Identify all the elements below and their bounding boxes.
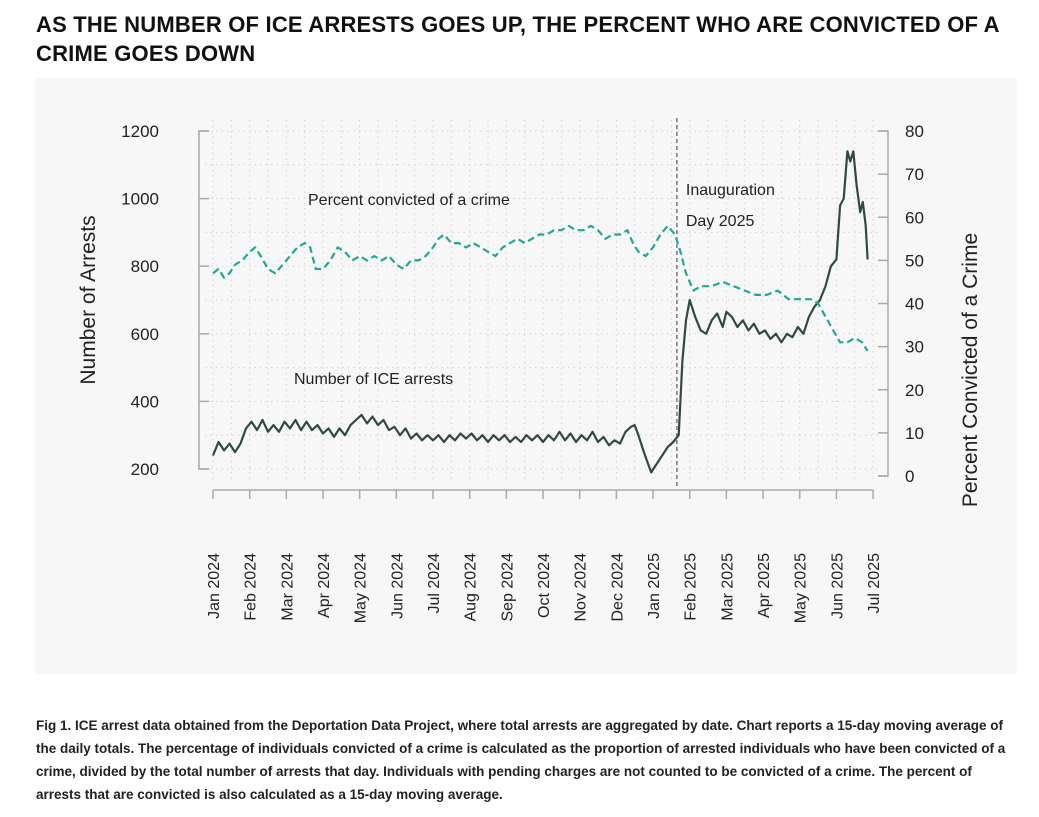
dual-axis-line-chart: 200 400 600 800 1000 1200 0 10 20 30 40 50 60 70 80 Jan… xyxy=(77,118,982,623)
x-axis-tick-label: Apr 2025 xyxy=(756,553,773,618)
percent-convicted-series-label: Percent convicted of a crime xyxy=(308,192,510,209)
left-axis-line xyxy=(198,130,209,470)
inauguration-annotation-line: Inauguration xyxy=(686,182,775,199)
arrests-series-label: Number of ICE arrests xyxy=(294,371,453,388)
x-axis-tick-label: Feb 2025 xyxy=(683,553,700,621)
right-axis-tick-label: 50 xyxy=(905,251,924,270)
right-axis-tick-label: 70 xyxy=(905,165,924,184)
grid xyxy=(205,120,882,482)
x-axis-tick-label: Jan 2025 xyxy=(646,553,663,619)
left-axis-title: Number of Arrests xyxy=(77,215,100,384)
axes: 200 400 600 800 1000 1200 0 10 20 30 40 50 60 70 80 Jan… xyxy=(77,122,982,623)
x-axis-tick-label: Jul 2025 xyxy=(866,553,883,614)
chart-title: AS THE NUMBER OF ICE ARRESTS GOES UP, TH… xyxy=(36,12,999,66)
x-axis-tick-label: Jun 2025 xyxy=(829,553,846,619)
left-axis-tick-label: 1000 xyxy=(121,190,159,209)
x-axis-tick-label: Nov 2024 xyxy=(573,553,590,622)
labels: Inauguration Day 2025 Percent convicted of… xyxy=(294,182,775,388)
x-axis-tick-label: Jan 2024 xyxy=(206,553,223,619)
inauguration-annotation-line: Day 2025 xyxy=(686,213,755,230)
right-axis-tick-label: 80 xyxy=(905,122,924,141)
chart-panel: 200 400 600 800 1000 1200 0 10 20 30 40 50 60 70 80 Jan… xyxy=(35,78,1017,674)
right-axis-tick-label: 20 xyxy=(905,381,924,400)
right-axis-tick-label: 10 xyxy=(905,424,924,443)
right-axis-tick-label: 30 xyxy=(905,338,924,357)
x-axis-tick-label: May 2024 xyxy=(353,553,370,623)
percent-convicted-series-line xyxy=(212,224,869,352)
x-axis-tick-label: Jul 2024 xyxy=(426,553,443,614)
left-axis-tick-label: 400 xyxy=(131,392,159,411)
x-axis-tick-label: Dec 2024 xyxy=(609,553,626,622)
x-axis-tick-label: Sep 2024 xyxy=(499,553,516,622)
x-axis-tick-label: Apr 2024 xyxy=(316,553,333,618)
figure-caption: Fig 1. ICE arrest data obtained from the… xyxy=(36,718,1006,802)
x-axis-tick-label: May 2025 xyxy=(793,553,810,623)
right-axis-tick-label: 0 xyxy=(905,467,914,486)
right-axis-tick-label: 40 xyxy=(905,295,924,314)
left-axis-tick-label: 200 xyxy=(131,460,159,479)
x-axis-tick-label: Jun 2024 xyxy=(389,553,406,619)
right-axis-tick-label: 60 xyxy=(905,208,924,227)
x-axis-tick-label: Aug 2024 xyxy=(463,553,480,622)
series-lines xyxy=(211,118,869,489)
right-axis-title: Percent Convicted of a Crime xyxy=(959,233,982,507)
x-axis-tick-label: Oct 2024 xyxy=(536,553,553,618)
left-axis-tick-label: 600 xyxy=(131,325,159,344)
left-axis-tick-label: 1200 xyxy=(121,122,159,141)
x-axis-tick-label: Mar 2024 xyxy=(279,553,296,621)
left-axis-tick-label: 800 xyxy=(131,257,159,276)
arrests-series-line xyxy=(211,150,869,474)
x-axis-tick-label: Mar 2025 xyxy=(719,553,736,621)
x-axis-tick-label: Feb 2024 xyxy=(243,553,260,621)
